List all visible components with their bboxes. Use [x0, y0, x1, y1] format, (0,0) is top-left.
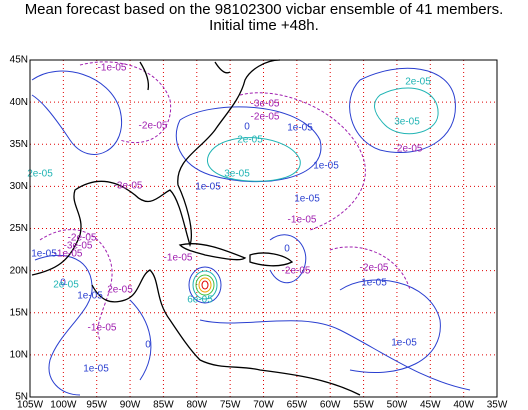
- x-tick-label: 60W: [320, 400, 341, 410]
- contour-label: -3e-05: [64, 241, 93, 252]
- title-line: Initial time +48h.: [209, 17, 319, 34]
- contour: [329, 246, 411, 291]
- y-tick-label: 45N: [10, 55, 28, 66]
- contour-label: -2e-05: [282, 266, 311, 277]
- contour: [175, 106, 322, 183]
- y-tick-label: 25N: [10, 223, 28, 234]
- contour-label: -1e-05: [54, 249, 83, 260]
- contour-label: 2e-05: [53, 280, 79, 291]
- x-tick-label: 70W: [253, 400, 274, 410]
- x-tick-label: 75W: [220, 400, 241, 410]
- coast: [249, 252, 294, 267]
- contour-label: 2e-05: [237, 135, 263, 146]
- contour-label: -2e-05: [251, 112, 280, 123]
- contour-label: -2e-05: [139, 121, 168, 132]
- contour-label: -1e-05: [288, 215, 317, 226]
- contour-label: 1e-05: [294, 194, 320, 205]
- x-tick-label: 50W: [387, 400, 408, 410]
- coast: [91, 269, 361, 396]
- contour: [374, 87, 439, 135]
- contour-label: -1e-05: [98, 63, 127, 74]
- contour-label: -1e-05: [88, 323, 117, 334]
- contour: [239, 92, 366, 231]
- contour-label: 6e-05: [187, 295, 213, 306]
- contour-label: 1e-05: [77, 291, 103, 302]
- contour: [269, 234, 307, 283]
- coast: [139, 61, 231, 91]
- graticule: [30, 60, 497, 397]
- contour-label: 0: [60, 278, 66, 289]
- contour: [207, 137, 301, 182]
- contour-label: -2e-05: [68, 233, 97, 244]
- x-tick-label: 40W: [453, 400, 474, 410]
- contour: [129, 299, 152, 381]
- x-tick-label: 45W: [420, 400, 441, 410]
- contour-label: 2e-05: [405, 77, 431, 88]
- contour: [339, 279, 441, 374]
- contour: [192, 270, 218, 300]
- contour-labels: -1e-052e-053e-05-3e-05-2e-051e-0502e-05-…: [27, 63, 431, 375]
- contour-label: 1e-05: [83, 364, 109, 375]
- contour: [201, 280, 209, 290]
- x-tick-label: 65W: [287, 400, 308, 410]
- contour-label: 1e-05: [287, 123, 313, 134]
- contour-label: 2e-05: [107, 285, 133, 296]
- y-tick-label: 15N: [10, 307, 28, 318]
- contour-label: 0: [284, 244, 290, 255]
- coast: [178, 243, 247, 261]
- contour: [195, 274, 215, 296]
- x-tick-label: 80W: [187, 400, 208, 410]
- contour: [349, 67, 456, 154]
- x-tick-label: 90W: [120, 400, 141, 410]
- contour-label: 1e-05: [361, 278, 387, 289]
- contours: [31, 61, 471, 396]
- y-tick-label: 40N: [10, 97, 28, 108]
- contour-label: 3e-05: [224, 169, 250, 180]
- x-tick-label: 85W: [153, 400, 174, 410]
- contour: [79, 61, 172, 144]
- contour-label: 1e-05: [313, 161, 339, 172]
- y-tick-label: 35N: [10, 139, 28, 150]
- title-line: Mean forecast based on the 98102300 vicb…: [25, 1, 504, 18]
- coast: [31, 59, 281, 276]
- contour-label: 3e-05: [394, 117, 420, 128]
- contour-label: -2e-05: [360, 263, 389, 274]
- contour: [198, 277, 212, 293]
- contour: [34, 254, 93, 396]
- contour-label: 0: [244, 122, 250, 133]
- contour-label: 1e-05: [195, 182, 221, 193]
- contour-label: 0: [145, 340, 151, 351]
- x-tick-label: 55W: [353, 400, 374, 410]
- contour-label: 1e-05: [391, 338, 417, 349]
- contour: [31, 70, 122, 155]
- contour: [199, 319, 471, 391]
- x-tick-label: 100W: [50, 400, 77, 410]
- map-frame: [29, 59, 498, 398]
- y-tick-label: 5N: [15, 392, 28, 403]
- contour-label: 2e-05: [27, 169, 53, 180]
- y-tick-label: 20N: [10, 265, 28, 276]
- x-tick-label: 95W: [86, 400, 107, 410]
- coastlines: [31, 59, 361, 396]
- contour-label: -3e-05: [251, 99, 280, 110]
- contour-label: -1e-05: [164, 253, 193, 264]
- x-tick-label: 35W: [487, 400, 508, 410]
- contour-label: 1e-05: [31, 249, 57, 260]
- contour: [39, 229, 113, 341]
- y-tick-label: 30N: [10, 181, 28, 192]
- x-tick-label: 105W: [17, 400, 44, 410]
- y-tick-label: 10N: [10, 350, 28, 361]
- contour-label: -3e-05: [114, 181, 143, 192]
- contour: [188, 266, 222, 304]
- contour-label: -2e-05: [394, 144, 423, 155]
